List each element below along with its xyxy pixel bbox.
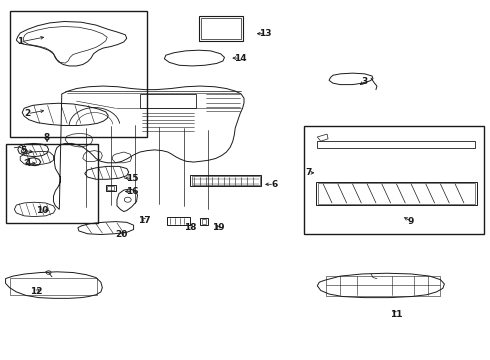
Bar bbox=[198, 17, 243, 41]
Text: 6: 6 bbox=[271, 180, 277, 189]
Text: 10: 10 bbox=[36, 206, 49, 215]
Bar bbox=[304, 126, 485, 234]
Text: 12: 12 bbox=[29, 287, 42, 296]
Text: 7: 7 bbox=[305, 168, 312, 177]
Text: 14: 14 bbox=[234, 54, 246, 63]
Text: 9: 9 bbox=[408, 217, 415, 226]
Bar bbox=[318, 183, 475, 204]
Text: 5: 5 bbox=[21, 146, 27, 155]
Text: 1: 1 bbox=[17, 37, 24, 46]
Bar bbox=[107, 186, 114, 190]
Bar bbox=[167, 217, 190, 225]
Bar bbox=[318, 141, 475, 148]
Bar bbox=[10, 278, 98, 296]
Text: 16: 16 bbox=[126, 187, 139, 196]
Bar bbox=[140, 94, 196, 108]
Bar bbox=[201, 219, 206, 224]
Text: 20: 20 bbox=[116, 230, 128, 239]
Text: 15: 15 bbox=[126, 174, 139, 183]
Text: 3: 3 bbox=[362, 77, 368, 86]
Text: 18: 18 bbox=[184, 223, 196, 232]
Text: 2: 2 bbox=[24, 109, 31, 118]
Bar bbox=[200, 18, 241, 40]
Bar bbox=[5, 144, 98, 223]
Bar bbox=[190, 175, 261, 186]
Text: 19: 19 bbox=[212, 223, 224, 232]
Text: 13: 13 bbox=[259, 29, 272, 38]
Text: 8: 8 bbox=[44, 133, 50, 142]
Text: 11: 11 bbox=[390, 310, 403, 319]
Bar bbox=[106, 185, 116, 192]
Bar bbox=[200, 218, 208, 225]
Bar bbox=[10, 12, 147, 137]
Text: 17: 17 bbox=[139, 216, 151, 225]
Bar bbox=[316, 182, 477, 205]
Bar bbox=[326, 276, 441, 296]
Text: 4: 4 bbox=[24, 159, 31, 168]
Bar bbox=[192, 176, 260, 185]
